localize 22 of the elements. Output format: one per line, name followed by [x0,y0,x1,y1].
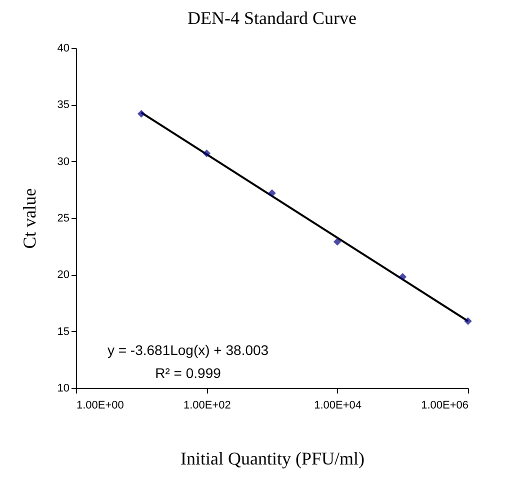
x-tick-label: 1.00E+00 [76,400,124,412]
point [202,150,211,158]
y-tick-label: 25 [57,212,70,224]
annotation: y = -3.681Log(x) + 38.003 [107,342,269,358]
x-tick-label: 1.00E+06 [421,400,468,412]
y-tick-label: 20 [57,269,70,282]
point [398,273,407,281]
y-tick-label: 30 [57,156,70,168]
x-tick-label: 1.00E+02 [183,400,231,412]
annotation: R² = 0.999 [155,365,222,381]
point [137,110,146,118]
y-axis-title: Ct value [19,188,40,249]
point [464,317,472,326]
chart-title: DEN-4 Standard Curve [188,8,356,28]
point [333,238,342,246]
x-tick-label: 1.00E+04 [314,400,362,412]
y-tick-label: 10 [57,382,70,394]
x-axis-title: Initial Quantity (PFU/ml) [180,448,364,468]
y-tick-label: 35 [57,99,70,112]
point [268,189,276,197]
y-tick-label: 40 [57,42,70,54]
y-tick-label: 15 [57,326,70,338]
